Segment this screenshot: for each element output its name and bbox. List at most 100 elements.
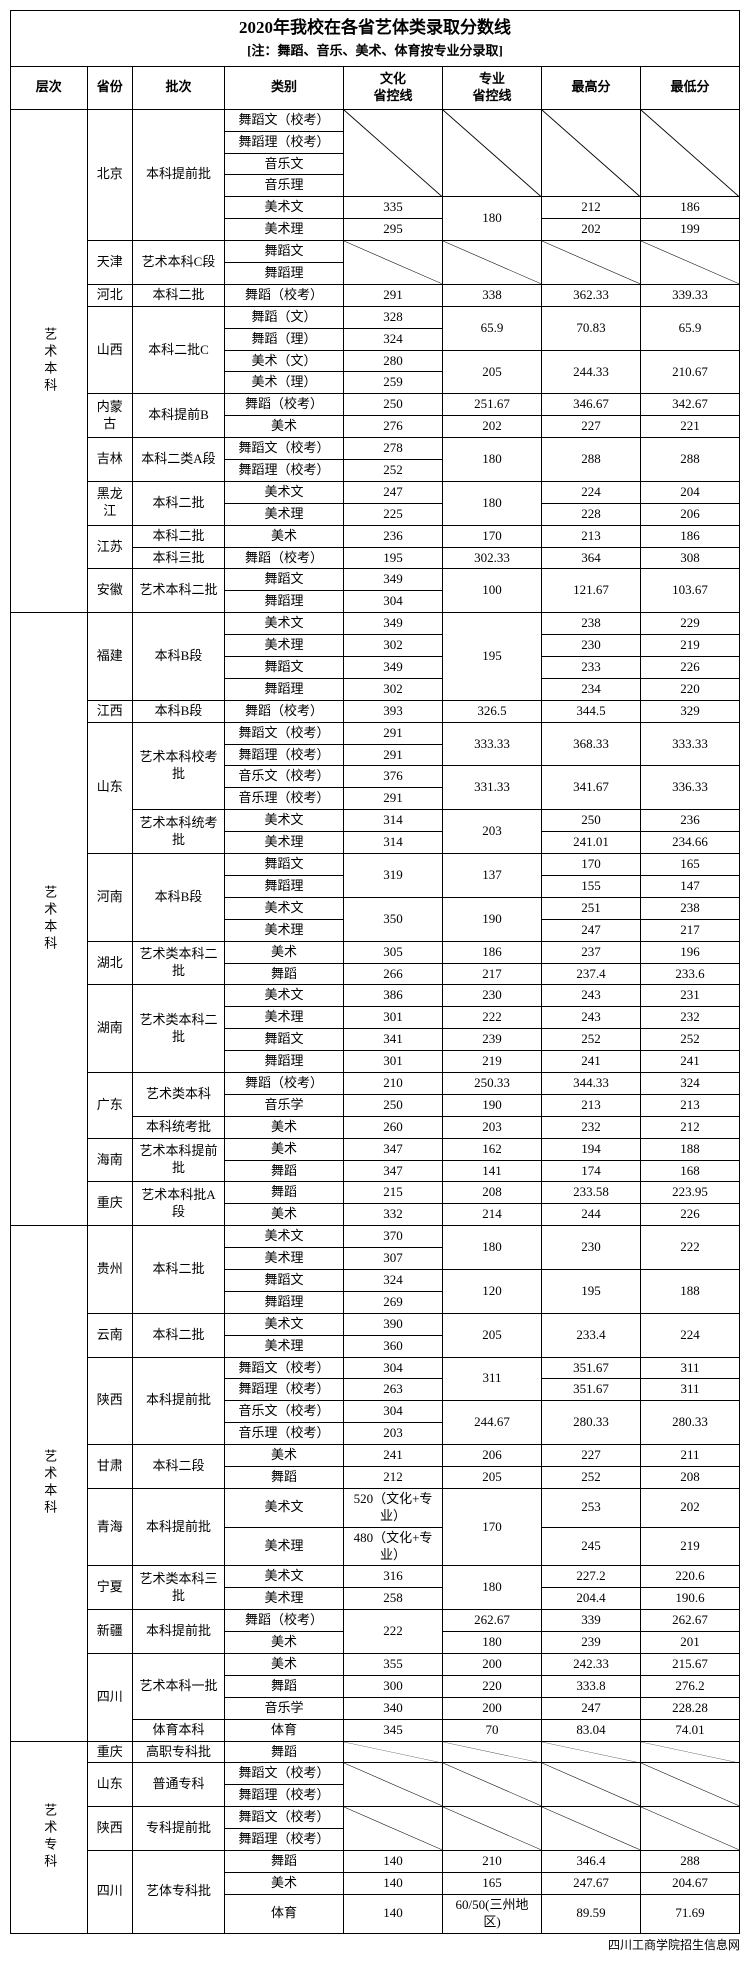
- v: 195: [542, 1269, 641, 1313]
- prov: 广东: [87, 1072, 132, 1138]
- v: 339: [542, 1610, 641, 1632]
- batch: 艺术本科校考批: [132, 722, 224, 810]
- cat: 美术理: [225, 219, 344, 241]
- v: 252: [542, 1029, 641, 1051]
- v: 238: [542, 613, 641, 635]
- prov: 吉林: [87, 438, 132, 482]
- cat: 体育: [225, 1894, 344, 1933]
- v: 220: [443, 1675, 542, 1697]
- prov: 山西: [87, 306, 132, 394]
- batch: 高职专科批: [132, 1741, 224, 1763]
- v: 262.67: [443, 1610, 542, 1632]
- v: 140: [344, 1851, 443, 1873]
- v: 141: [443, 1160, 542, 1182]
- v: 253: [542, 1488, 641, 1527]
- v: 186: [641, 197, 740, 219]
- cat: 音乐文（校考）: [225, 1401, 344, 1423]
- v: 307: [344, 1248, 443, 1270]
- v: 83.04: [542, 1719, 641, 1741]
- h5: 文化省控线: [344, 66, 443, 109]
- prov: 北京: [87, 109, 132, 240]
- prov: 内蒙古: [87, 394, 132, 438]
- empty: [542, 1763, 641, 1807]
- cat: 舞蹈理（校考）: [225, 1379, 344, 1401]
- prov: 江西: [87, 700, 132, 722]
- v: 345: [344, 1719, 443, 1741]
- v: 155: [542, 875, 641, 897]
- cat: 舞蹈文（校考）: [225, 722, 344, 744]
- v: 237.4: [542, 963, 641, 985]
- batch: 本科提前批: [132, 1488, 224, 1566]
- v: 180: [443, 1566, 542, 1610]
- cat: 美术文: [225, 1566, 344, 1588]
- cat: 舞蹈理（校考）: [225, 131, 344, 153]
- v: 251.67: [443, 394, 542, 416]
- h8: 最低分: [641, 66, 740, 109]
- v: 351.67: [542, 1357, 641, 1379]
- empty: [344, 241, 443, 285]
- cat: 美术理: [225, 503, 344, 525]
- v: 291: [344, 744, 443, 766]
- v: 227: [542, 1445, 641, 1467]
- cat: 美术: [225, 1204, 344, 1226]
- v: 162: [443, 1138, 542, 1160]
- v: 266: [344, 963, 443, 985]
- cat: 舞蹈理（校考）: [225, 460, 344, 482]
- v: 247.67: [542, 1872, 641, 1894]
- prov: 新疆: [87, 1610, 132, 1654]
- cat: 美术（理）: [225, 372, 344, 394]
- prov: 河南: [87, 854, 132, 942]
- cat: 美术文: [225, 481, 344, 503]
- cat: 美术理: [225, 635, 344, 657]
- v: 203: [443, 1116, 542, 1138]
- batch: 本科提前批: [132, 1357, 224, 1445]
- v: 60/50(三州地区): [443, 1894, 542, 1933]
- v: 210.67: [641, 350, 740, 394]
- batch: 本科二批: [132, 525, 224, 547]
- v: 165: [641, 854, 740, 876]
- cat: 美术: [225, 1445, 344, 1467]
- cat: 舞蹈（校考）: [225, 547, 344, 569]
- v: 222: [641, 1226, 740, 1270]
- batch: 本科二批: [132, 481, 224, 525]
- v: 347: [344, 1138, 443, 1160]
- batch: 艺术本科提前批: [132, 1138, 224, 1182]
- v: 252: [542, 1466, 641, 1488]
- cat: 舞蹈（校考）: [225, 1072, 344, 1094]
- v: 302.33: [443, 547, 542, 569]
- prov: 海南: [87, 1138, 132, 1182]
- v: 250: [542, 810, 641, 832]
- v: 205: [443, 1313, 542, 1357]
- v: 120: [443, 1269, 542, 1313]
- v: 288: [641, 438, 740, 482]
- cat: 美术: [225, 1654, 344, 1676]
- v: 204.67: [641, 1872, 740, 1894]
- v: 227: [542, 416, 641, 438]
- v: 241: [542, 1051, 641, 1073]
- empty: [344, 1807, 443, 1851]
- batch: 本科二批C: [132, 306, 224, 394]
- v: 234: [542, 678, 641, 700]
- v: 140: [344, 1894, 443, 1933]
- v: 203: [443, 810, 542, 854]
- prov: 四川: [87, 1851, 132, 1934]
- v: 202: [542, 219, 641, 241]
- level2: 艺术本科: [11, 613, 88, 1226]
- v: 304: [344, 1401, 443, 1423]
- v: 259: [344, 372, 443, 394]
- v: 230: [542, 635, 641, 657]
- v: 241.01: [542, 832, 641, 854]
- v: 219: [443, 1051, 542, 1073]
- v: 362.33: [542, 284, 641, 306]
- cat: 音乐文: [225, 153, 344, 175]
- v: 230: [443, 985, 542, 1007]
- cat: 音乐理（校考）: [225, 1423, 344, 1445]
- cat: 舞蹈理: [225, 591, 344, 613]
- v: 250: [344, 394, 443, 416]
- v: 252: [641, 1029, 740, 1051]
- prov: 山东: [87, 1763, 132, 1807]
- v: 350: [344, 897, 443, 941]
- prov: 陕西: [87, 1807, 132, 1851]
- v: 346.4: [542, 1851, 641, 1873]
- v: 336.33: [641, 766, 740, 810]
